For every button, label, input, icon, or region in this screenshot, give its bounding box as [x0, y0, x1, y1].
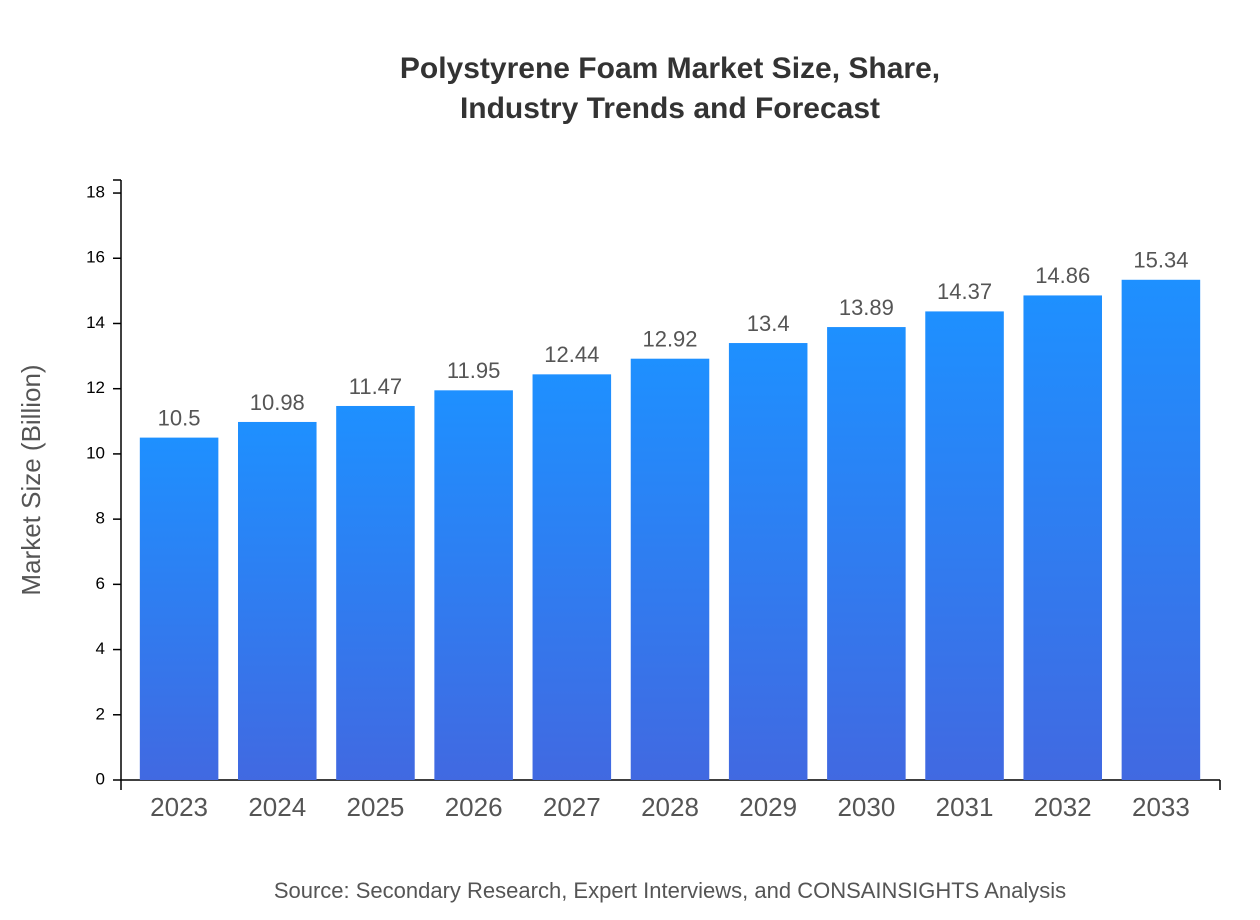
- chart-title: Industry Trends and Forecast: [460, 92, 880, 125]
- bar: [336, 405, 415, 780]
- bar: [139, 437, 219, 780]
- bar: [1121, 279, 1201, 780]
- x-tick-label: 2031: [936, 792, 994, 822]
- source-note: Source: Secondary Research, Expert Inter…: [274, 878, 1066, 903]
- x-tick-label: 2023: [150, 792, 208, 822]
- x-tick-label: 2028: [641, 792, 699, 822]
- value-label: 11.95: [447, 358, 500, 383]
- y-tick-label: 18: [86, 183, 105, 202]
- bar: [238, 421, 317, 780]
- x-tick-label: 2030: [837, 792, 895, 822]
- y-tick-label: 2: [96, 704, 105, 723]
- bar: [532, 374, 612, 780]
- bar: [1023, 295, 1102, 780]
- value-label: 15.34: [1133, 248, 1188, 273]
- x-tick-label: 2027: [543, 792, 601, 822]
- x-tick-label: 2033: [1132, 792, 1190, 822]
- value-label: 12.92: [642, 327, 697, 352]
- value-label: 13.89: [839, 295, 894, 320]
- y-tick-label: 0: [96, 769, 105, 788]
- value-label: 14.86: [1035, 263, 1090, 288]
- y-axis-label: Market Size (Billion): [16, 364, 46, 595]
- y-tick-label: 12: [86, 378, 105, 397]
- bar: [434, 390, 513, 780]
- chart-title: Polystyrene Foam Market Size, Share,: [400, 52, 940, 85]
- bar: [925, 311, 1004, 780]
- y-tick-label: 6: [96, 574, 105, 593]
- value-label: 10.98: [250, 390, 305, 415]
- y-tick-label: 4: [96, 639, 105, 658]
- y-tick-label: 10: [86, 443, 105, 462]
- x-tick-label: 2029: [739, 792, 797, 822]
- bar: [827, 327, 906, 780]
- value-label: 12.44: [544, 342, 599, 367]
- bar: [728, 343, 808, 780]
- value-label: 14.37: [937, 279, 992, 304]
- y-tick-label: 16: [86, 248, 105, 267]
- y-tick-label: 8: [96, 509, 105, 528]
- value-label: 10.5: [158, 405, 201, 430]
- y-tick-label: 14: [86, 313, 105, 332]
- value-label: 13.4: [747, 311, 790, 336]
- x-tick-label: 2032: [1034, 792, 1092, 822]
- bar: [630, 358, 710, 780]
- x-tick-label: 2026: [445, 792, 503, 822]
- value-label: 11.47: [349, 374, 402, 399]
- x-tick-label: 2024: [248, 792, 306, 822]
- x-tick-label: 2025: [347, 792, 405, 822]
